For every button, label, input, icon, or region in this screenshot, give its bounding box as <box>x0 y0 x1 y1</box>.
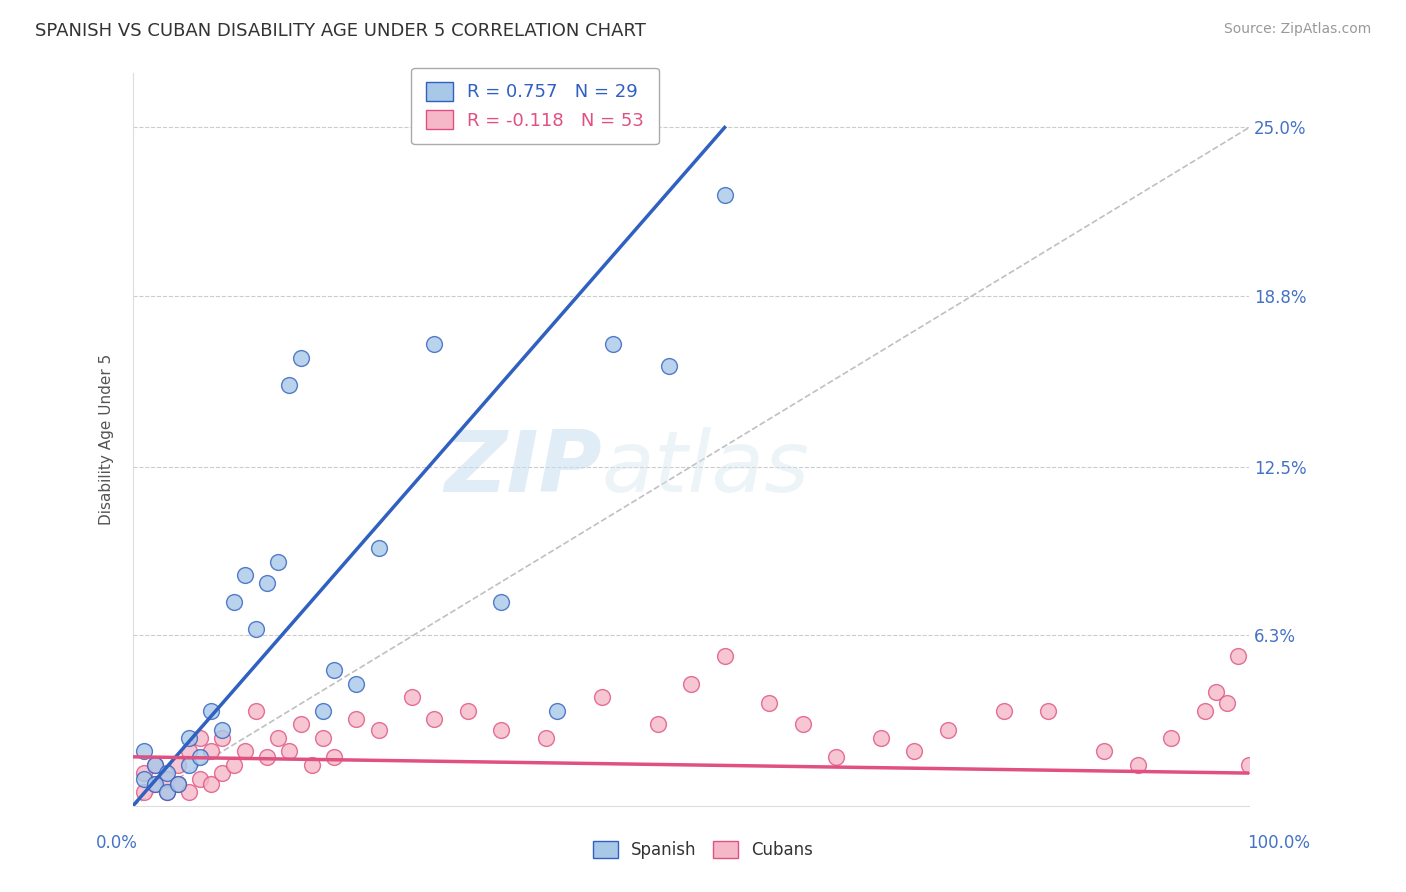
Point <box>323 749 346 764</box>
Point <box>256 576 278 591</box>
Point <box>1126 758 1149 772</box>
Point <box>312 704 335 718</box>
Point <box>713 188 735 202</box>
Point <box>134 785 156 799</box>
Point <box>825 749 848 764</box>
Point <box>681 676 703 690</box>
Point <box>491 723 513 737</box>
Point <box>166 758 188 772</box>
Point <box>647 717 669 731</box>
Point <box>211 723 233 737</box>
Point <box>267 554 290 568</box>
Legend: R = 0.757   N = 29, R = -0.118   N = 53: R = 0.757 N = 29, R = -0.118 N = 53 <box>411 68 658 145</box>
Point <box>134 766 156 780</box>
Point <box>211 766 233 780</box>
Point <box>344 712 367 726</box>
Text: 100.0%: 100.0% <box>1247 834 1310 852</box>
Point <box>211 731 233 745</box>
Point <box>145 758 167 772</box>
Point <box>290 351 312 365</box>
Point <box>758 696 780 710</box>
Point <box>658 359 681 374</box>
Point <box>222 595 245 609</box>
Point <box>188 749 211 764</box>
Point <box>301 758 323 772</box>
Point <box>1227 649 1250 664</box>
Point <box>233 568 256 582</box>
Point <box>267 731 290 745</box>
Point <box>145 758 167 772</box>
Point <box>1038 704 1060 718</box>
Point <box>256 749 278 764</box>
Point <box>1194 704 1216 718</box>
Point <box>1205 684 1227 698</box>
Text: SPANISH VS CUBAN DISABILITY AGE UNDER 5 CORRELATION CHART: SPANISH VS CUBAN DISABILITY AGE UNDER 5 … <box>35 22 645 40</box>
Point <box>312 731 335 745</box>
Point <box>188 772 211 786</box>
Point <box>177 758 200 772</box>
Point <box>344 676 367 690</box>
Point <box>134 744 156 758</box>
Point <box>166 777 188 791</box>
Point <box>903 744 925 758</box>
Text: atlas: atlas <box>602 427 810 510</box>
Point <box>233 744 256 758</box>
Point <box>1160 731 1182 745</box>
Point <box>155 766 177 780</box>
Point <box>200 704 222 718</box>
Legend: Spanish, Cubans: Spanish, Cubans <box>586 834 820 866</box>
Point <box>457 704 479 718</box>
Point <box>166 777 188 791</box>
Point <box>591 690 613 705</box>
Point <box>491 595 513 609</box>
Text: 0.0%: 0.0% <box>96 834 138 852</box>
Point <box>134 772 156 786</box>
Point <box>155 772 177 786</box>
Text: Source: ZipAtlas.com: Source: ZipAtlas.com <box>1223 22 1371 37</box>
Y-axis label: Disability Age Under 5: Disability Age Under 5 <box>100 354 114 525</box>
Point <box>993 704 1015 718</box>
Point <box>188 731 211 745</box>
Point <box>200 744 222 758</box>
Point <box>367 723 389 737</box>
Point <box>1216 696 1239 710</box>
Point <box>534 731 557 745</box>
Point <box>177 785 200 799</box>
Point <box>423 712 446 726</box>
Point <box>792 717 814 731</box>
Point <box>423 337 446 351</box>
Point <box>602 337 624 351</box>
Point <box>245 704 267 718</box>
Point <box>245 623 267 637</box>
Point <box>177 744 200 758</box>
Point <box>145 777 167 791</box>
Point <box>367 541 389 555</box>
Point <box>1092 744 1115 758</box>
Point <box>222 758 245 772</box>
Point <box>290 717 312 731</box>
Text: ZIP: ZIP <box>444 427 602 510</box>
Point <box>177 731 200 745</box>
Point <box>870 731 893 745</box>
Point <box>936 723 959 737</box>
Point <box>401 690 423 705</box>
Point <box>145 777 167 791</box>
Point <box>155 785 177 799</box>
Point <box>155 785 177 799</box>
Point <box>278 744 301 758</box>
Point <box>546 704 568 718</box>
Point <box>1237 758 1260 772</box>
Point <box>200 777 222 791</box>
Point <box>713 649 735 664</box>
Point <box>323 663 346 677</box>
Point <box>278 378 301 392</box>
